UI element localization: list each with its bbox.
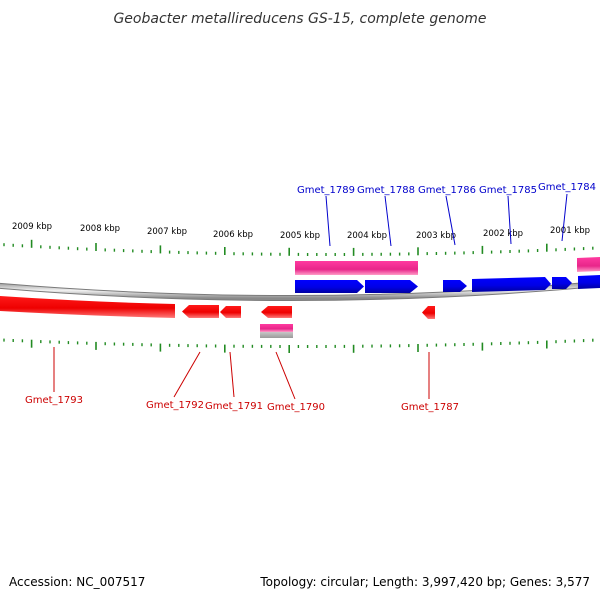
gene-arrow-1788[interactable]: [365, 280, 418, 293]
gene-label-1792[interactable]: Gmet_1792: [146, 400, 204, 411]
leader-line-1788: [384, 195, 392, 247]
top-gene-labels: Gmet_1789 Gmet_1788 Gmet_1786 Gmet_1785 …: [297, 182, 596, 196]
gene-arrow-1787[interactable]: [422, 306, 435, 319]
rna-feature-1789[interactable]: [295, 261, 365, 275]
scale-label-2007: 2007 kbp: [147, 227, 187, 237]
gene-arrow-1785b[interactable]: [552, 277, 572, 289]
gene-arrow-1789[interactable]: [295, 280, 364, 293]
scale-label-2006: 2006 kbp: [213, 230, 253, 240]
gene-label-1789[interactable]: Gmet_1789: [297, 185, 355, 196]
leader-line-1791: [229, 351, 235, 398]
reverse-genes: [0, 296, 435, 319]
genome-summary-text: Topology: circular; Length: 3,997,420 bp…: [259, 575, 590, 589]
rna-feature-1790[interactable]: [260, 324, 293, 332]
gene-label-1790[interactable]: Gmet_1790: [267, 402, 325, 413]
accession-text: Accession: NC_007517: [9, 575, 145, 589]
bottom-leader-lines: [53, 347, 430, 400]
scale-label-2008: 2008 kbp: [80, 224, 120, 234]
forward-genes: [295, 275, 600, 293]
leader-line-1792: [173, 351, 201, 398]
gene-arrow-1791[interactable]: [220, 306, 241, 318]
scale-label-2003: 2003 kbp: [416, 231, 456, 241]
scale-label-2001: 2001 kbp: [550, 226, 590, 236]
leader-line-1784: [561, 193, 568, 242]
rna-feature-1788[interactable]: [365, 261, 418, 275]
bottom-scale-ticks: [3, 338, 594, 353]
genome-title: Geobacter metallireducens GS-15, complet…: [113, 11, 486, 27]
leader-line-1785: [507, 195, 512, 245]
gene-arrow-1790[interactable]: [261, 306, 292, 318]
gene-label-1793[interactable]: Gmet_1793: [25, 395, 83, 406]
scale-label-2005: 2005 kbp: [280, 231, 320, 241]
leader-line-1786: [445, 195, 456, 246]
gene-arrow-1793[interactable]: [0, 296, 175, 318]
rna-features: [260, 257, 600, 338]
scale-labels: 2009 kbp 2008 kbp 2007 kbp 2006 kbp 2005…: [12, 222, 590, 241]
leader-line-1789: [325, 195, 331, 247]
top-leader-lines: [325, 193, 568, 247]
gene-arrow-1785[interactable]: [472, 277, 551, 292]
gene-label-1786[interactable]: Gmet_1786: [418, 185, 476, 196]
gene-label-1791[interactable]: Gmet_1791: [205, 401, 263, 412]
gene-arrow-1792[interactable]: [182, 305, 219, 318]
scale-label-2009: 2009 kbp: [12, 222, 52, 232]
leader-line-1790: [275, 351, 296, 400]
scale-label-2004: 2004 kbp: [347, 231, 387, 241]
top-scale-ticks: [3, 239, 594, 256]
pseudo-feature-1790[interactable]: [260, 332, 293, 338]
gene-label-1784[interactable]: Gmet_1784: [538, 182, 596, 193]
gene-arrow-1784[interactable]: [578, 275, 600, 289]
gene-label-1785[interactable]: Gmet_1785: [479, 185, 537, 196]
bottom-gene-labels: Gmet_1793 Gmet_1792 Gmet_1791 Gmet_1790 …: [25, 395, 459, 413]
rna-feature-1784[interactable]: [577, 257, 600, 272]
gene-label-1788[interactable]: Gmet_1788: [357, 185, 415, 196]
gene-arrow-1786[interactable]: [443, 280, 467, 292]
gene-label-1787[interactable]: Gmet_1787: [401, 402, 459, 413]
scale-label-2002: 2002 kbp: [483, 229, 523, 239]
